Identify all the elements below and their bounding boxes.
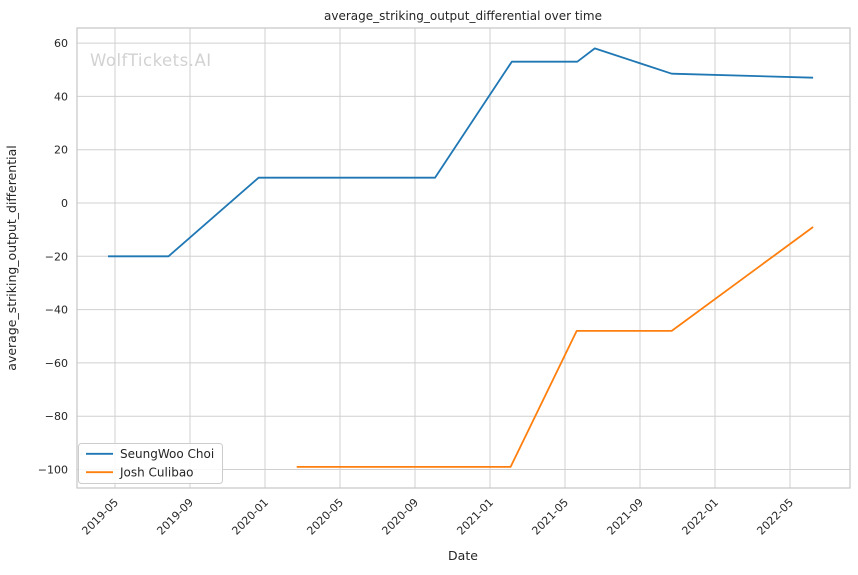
chart-title: average_striking_output_differential ove… — [324, 9, 602, 23]
x-tick-label: 2021-09 — [604, 496, 646, 538]
legend-label: SeungWoo Choi — [120, 447, 214, 461]
x-tick-label: 2021-01 — [454, 496, 496, 538]
x-tick-label: 2022-01 — [679, 496, 721, 538]
y-tick-label: −60 — [45, 357, 68, 370]
x-axis-label: Date — [448, 548, 478, 563]
x-tick-label: 2019-05 — [79, 496, 121, 538]
x-tick-label: 2020-01 — [229, 496, 271, 538]
series-line — [108, 47, 814, 258]
x-axis-tick-labels: 2019-05 2019-09 2020-01 2020-05 2020-09 2021-… — [79, 496, 796, 538]
data-series-lines — [108, 47, 814, 468]
y-tick-label: 20 — [54, 144, 68, 157]
y-tick-label: −80 — [45, 410, 68, 423]
x-tick-label: 2020-09 — [379, 496, 421, 538]
plot-border — [76, 27, 851, 489]
watermark: WolfTickets.AI — [90, 51, 212, 70]
y-axis-tick-labels: 60 40 20 0 −20 −40 −60 −80 −100 — [38, 37, 68, 476]
legend-label: Josh Culibao — [119, 465, 194, 479]
series-line — [296, 226, 814, 468]
y-tick-label: 60 — [54, 37, 68, 50]
x-tick-label: 2020-05 — [304, 496, 346, 538]
y-tick-label: 40 — [54, 90, 68, 103]
x-tick-label: 2019-09 — [154, 496, 196, 538]
y-tick-label: −40 — [45, 304, 68, 317]
grid-lines — [77, 28, 850, 488]
legend-box — [78, 443, 223, 484]
y-axis-label: average_striking_output_differential — [4, 145, 19, 370]
y-tick-label: −20 — [45, 250, 68, 263]
y-tick-label: −100 — [38, 464, 68, 477]
x-tick-label: 2021-05 — [529, 496, 571, 538]
legend: SeungWoo Choi Josh Culibao — [78, 443, 223, 484]
x-tick-label: 2022-05 — [754, 496, 796, 538]
y-tick-label: 0 — [61, 197, 68, 210]
